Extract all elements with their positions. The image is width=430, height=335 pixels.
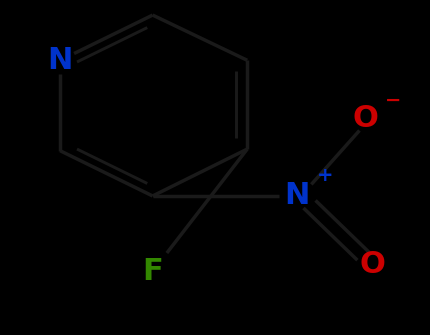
Text: −: − — [385, 91, 402, 110]
Text: F: F — [142, 257, 163, 286]
Text: O: O — [353, 105, 378, 133]
Text: N: N — [47, 46, 73, 75]
Text: N: N — [284, 182, 310, 210]
Text: O: O — [359, 250, 385, 279]
Text: +: + — [316, 166, 333, 185]
